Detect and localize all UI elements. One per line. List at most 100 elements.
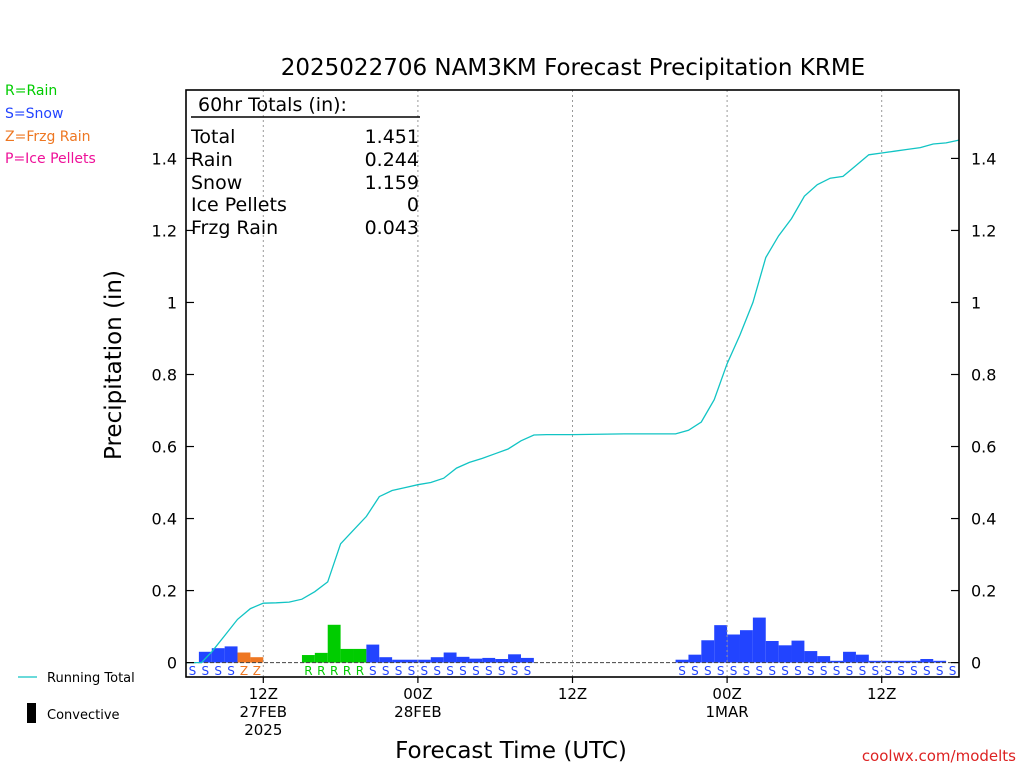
y-tick-label-left: 0.2 (152, 582, 177, 601)
precip-bar (417, 659, 431, 663)
precip-bar (739, 630, 753, 663)
precip-bar (430, 657, 444, 663)
plot-frame (185, 89, 960, 678)
ptype-label: S (871, 664, 879, 678)
precip-bar (301, 655, 315, 663)
ptype-label: S (524, 664, 532, 678)
credit-text: coolwx.com/modelts (862, 747, 1016, 765)
ptype-label: R (304, 664, 312, 678)
totals-value-rain: 0.244 (365, 149, 419, 171)
y-tick-label-left: 1 (167, 293, 177, 312)
y-tick-label-left: 0 (167, 654, 177, 673)
y-tick-label-right: 0.4 (971, 510, 996, 529)
ptype-label: S (678, 664, 686, 678)
precip-bar (868, 660, 882, 663)
ptype-label: S (717, 664, 725, 678)
ptype-label: S (227, 664, 235, 678)
y-tick-label-left: 0.6 (152, 438, 177, 457)
precip-bar (920, 658, 934, 663)
precip-bar (907, 660, 921, 663)
y-tick-label-left: 0.8 (152, 365, 177, 384)
ptype-label: S (459, 664, 467, 678)
y-axis-ticks: 0 0 0.2 0.2 0.4 0.4 0.6 0.6 0.8 0.8 1 1 1.2 1.2 1.4 1.4 (152, 149, 997, 672)
ptype-label: S (820, 664, 828, 678)
precip-bar (327, 624, 341, 663)
precip-bar (714, 625, 728, 663)
ptype-label: S (949, 664, 957, 678)
ptype-label: S (485, 664, 493, 678)
precip-bar (778, 645, 792, 663)
y-tick-label-left: 1.2 (152, 221, 177, 240)
x-tick-label: 12Z (867, 685, 896, 703)
legend-snow: S=Snow (5, 106, 63, 122)
totals-label-frzg-rain: Frzg Rain (191, 217, 278, 239)
precip-bar (211, 648, 225, 663)
precip-bar (843, 651, 856, 663)
totals-label-ice-pellets: Ice Pellets (191, 194, 287, 216)
ptype-label: S (691, 664, 699, 678)
totals-value-ice-pellets: 0 (407, 194, 419, 216)
ptype-label: S (369, 664, 377, 678)
ptype-label: S (897, 664, 905, 678)
precip-bar (520, 657, 534, 663)
x-tick-label: 28FEB (394, 703, 441, 721)
y-tick-label-right: 1.4 (971, 149, 996, 168)
ptype-label: S (833, 664, 841, 678)
ptype-label: S (408, 664, 416, 678)
totals-label-rain: Rain (191, 149, 233, 171)
totals-box: 60hr Totals (in): Total 1.451 Rain 0.244… (190, 94, 420, 239)
precip-bar (727, 634, 740, 663)
ptype-label: R (330, 664, 338, 678)
totals-label-snow: Snow (191, 172, 242, 194)
precip-bar (314, 652, 328, 663)
y-tick-label-right: 0 (971, 654, 981, 673)
x-tick-label: 12Z (249, 685, 278, 703)
type-legend: R=Rain S=Snow Z=Frzg Rain P=Ice Pellets (5, 83, 96, 167)
precip-bar (443, 652, 457, 663)
x-tick-label: 12Z (558, 685, 587, 703)
precip-bar (366, 644, 380, 663)
ptype-label: R (343, 664, 351, 678)
x-tick-label: 00Z (712, 685, 741, 703)
convective-swatch (27, 703, 36, 723)
precip-bar (765, 640, 779, 663)
precip-bar (830, 660, 844, 663)
legend-ice-pellets: P=Ice Pellets (5, 151, 96, 167)
ptype-label: S (730, 664, 738, 678)
ptype-label: S (859, 664, 867, 678)
ptype-label: S (421, 664, 429, 678)
precip-bar (353, 648, 367, 663)
precip-bar (817, 656, 831, 663)
precip-bar (482, 657, 496, 663)
precip-bar (495, 658, 509, 663)
legend-rain: R=Rain (5, 83, 57, 99)
x-tick-label: 27FEB (240, 703, 287, 721)
chart-title: 2025022706 NAM3KM Forecast Precipitation… (281, 55, 865, 81)
totals-value-frzg-rain: 0.043 (365, 217, 419, 239)
precip-bar (752, 617, 766, 663)
ptype-label: S (189, 664, 197, 678)
running-total-legend-label: Running Total (47, 671, 135, 686)
convective-legend-label: Convective (47, 708, 120, 723)
ptype-label: S (433, 664, 441, 678)
ptype-label: S (768, 664, 776, 678)
precip-bar (894, 660, 908, 663)
y-tick-label-right: 1 (971, 293, 981, 312)
ptype-label: S (214, 664, 222, 678)
ptype-label: S (910, 664, 918, 678)
totals-value-total: 1.451 (365, 126, 419, 148)
vertical-gridlines (262, 90, 883, 677)
bar-series (198, 617, 947, 663)
precip-bar (701, 640, 715, 663)
ptype-label: S (884, 664, 892, 678)
ptype-label: S (743, 664, 751, 678)
ptype-label: S (446, 664, 454, 678)
y-tick-label-right: 0.2 (971, 582, 996, 601)
precip-bar (508, 654, 521, 663)
ptype-label: S (807, 664, 815, 678)
line-legend: Running Total Convective (18, 671, 135, 723)
ptype-label: S (395, 664, 403, 678)
ptype-label: Z (240, 664, 248, 678)
ptype-label: S (382, 664, 390, 678)
